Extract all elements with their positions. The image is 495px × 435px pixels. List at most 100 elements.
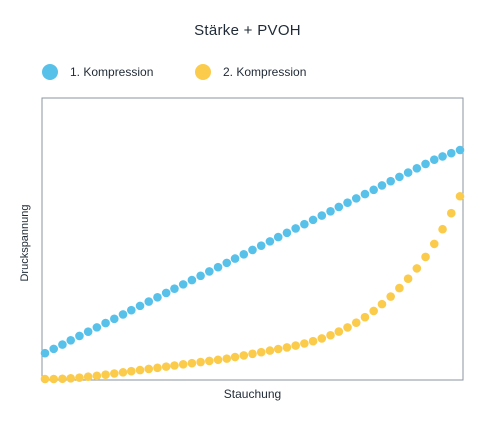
series-1-point — [178, 280, 188, 289]
series-2-point — [83, 372, 93, 382]
series-2-point — [360, 312, 370, 322]
series-1-point — [127, 305, 136, 315]
series-2-point — [265, 346, 275, 355]
series-2-point — [308, 336, 318, 346]
series-2-point — [317, 334, 327, 343]
series-1-point — [83, 327, 93, 336]
series-2-point — [49, 374, 59, 384]
series-1-point — [40, 348, 50, 358]
series-1-point — [429, 155, 439, 164]
series-1-point — [369, 185, 378, 195]
series-2-point — [369, 306, 378, 316]
series-1-point — [446, 148, 456, 158]
series-2-point — [178, 360, 188, 369]
series-1-point — [308, 215, 318, 225]
series-2-point — [205, 356, 214, 366]
series-2-point — [144, 364, 154, 374]
series-1-point — [351, 194, 361, 203]
series-1-point — [438, 152, 447, 161]
series-2-point — [386, 292, 395, 301]
series-1-point — [205, 267, 214, 276]
data-points — [40, 145, 465, 384]
series-2-point — [239, 351, 249, 360]
series-2-point — [196, 357, 205, 367]
x-axis-label: Stauchung — [223, 387, 282, 401]
series-1-point — [265, 237, 275, 246]
series-1-point — [334, 202, 344, 212]
series-1-point — [170, 284, 179, 293]
series-2-point — [334, 327, 344, 336]
series-2-point — [282, 343, 292, 352]
series-2-point — [75, 373, 84, 382]
series-1-point — [75, 331, 84, 341]
series-2-point — [92, 371, 102, 381]
series-2-point — [291, 341, 300, 350]
series-2-point — [222, 354, 232, 363]
series-2-point — [403, 274, 413, 283]
series-1-point — [317, 211, 327, 220]
series-2-point — [455, 191, 465, 201]
series-2-point — [351, 318, 361, 327]
series-1-point — [248, 245, 257, 255]
series-2-point — [118, 368, 128, 377]
series-1-point — [395, 172, 404, 182]
series-1-point — [239, 249, 249, 259]
series-2-point — [213, 355, 223, 365]
series-2-point — [187, 358, 197, 368]
series-2-point — [66, 374, 76, 383]
series-1-point — [222, 258, 232, 268]
series-1-point — [110, 314, 119, 324]
series-2-point — [377, 299, 387, 309]
series-1-point — [187, 275, 197, 285]
series-2-point — [127, 366, 136, 376]
series-2-point — [300, 339, 309, 348]
series-2-point — [101, 370, 110, 379]
series-2-point — [153, 363, 162, 373]
series-1-point — [282, 228, 292, 238]
series-2-point — [161, 362, 171, 371]
series-2-point — [412, 264, 422, 273]
series-2-point — [438, 224, 447, 234]
series-1-point — [360, 189, 370, 199]
series-1-point — [101, 318, 110, 328]
series-2-point — [446, 208, 456, 218]
series-1-point — [291, 224, 300, 233]
series-1-point — [213, 262, 223, 272]
series-2-point — [273, 344, 283, 354]
legend-label-series-2: 2. Kompression — [223, 65, 307, 79]
series-2-point — [395, 283, 404, 293]
series-1-point — [118, 310, 128, 319]
series-2-point — [326, 330, 335, 340]
legend-dot-series-1 — [42, 64, 58, 80]
series-1-point — [66, 335, 76, 345]
series-2-point — [40, 374, 50, 384]
series-2-point — [230, 352, 240, 362]
series-2-point — [256, 347, 266, 357]
series-2-point — [248, 349, 257, 359]
series-2-point — [421, 252, 430, 262]
series-1-point — [343, 198, 352, 207]
series-1-point — [273, 232, 283, 242]
series-1-point — [412, 163, 422, 173]
legend-item-series-2: 2. Kompression — [195, 64, 306, 80]
series-1-point — [377, 181, 387, 190]
legend-item-series-1: 1. Kompression — [42, 64, 153, 80]
series-1-point — [135, 301, 145, 311]
series-1-point — [161, 288, 171, 298]
series-1-point — [403, 168, 413, 177]
series-1-point — [300, 219, 309, 229]
series-2-point — [135, 365, 145, 375]
plot-frame — [41, 97, 464, 381]
series-1-point — [58, 340, 67, 349]
series-2-point — [110, 369, 119, 378]
series-1-point — [144, 297, 154, 306]
series-1-point — [455, 145, 465, 155]
series-1-point — [230, 254, 240, 263]
series-1-point — [49, 344, 59, 354]
series-1-point — [421, 159, 430, 169]
legend-dot-series-2 — [195, 64, 211, 80]
series-1-point — [92, 323, 102, 332]
series-1-point — [256, 241, 266, 250]
series-1-point — [386, 176, 395, 186]
